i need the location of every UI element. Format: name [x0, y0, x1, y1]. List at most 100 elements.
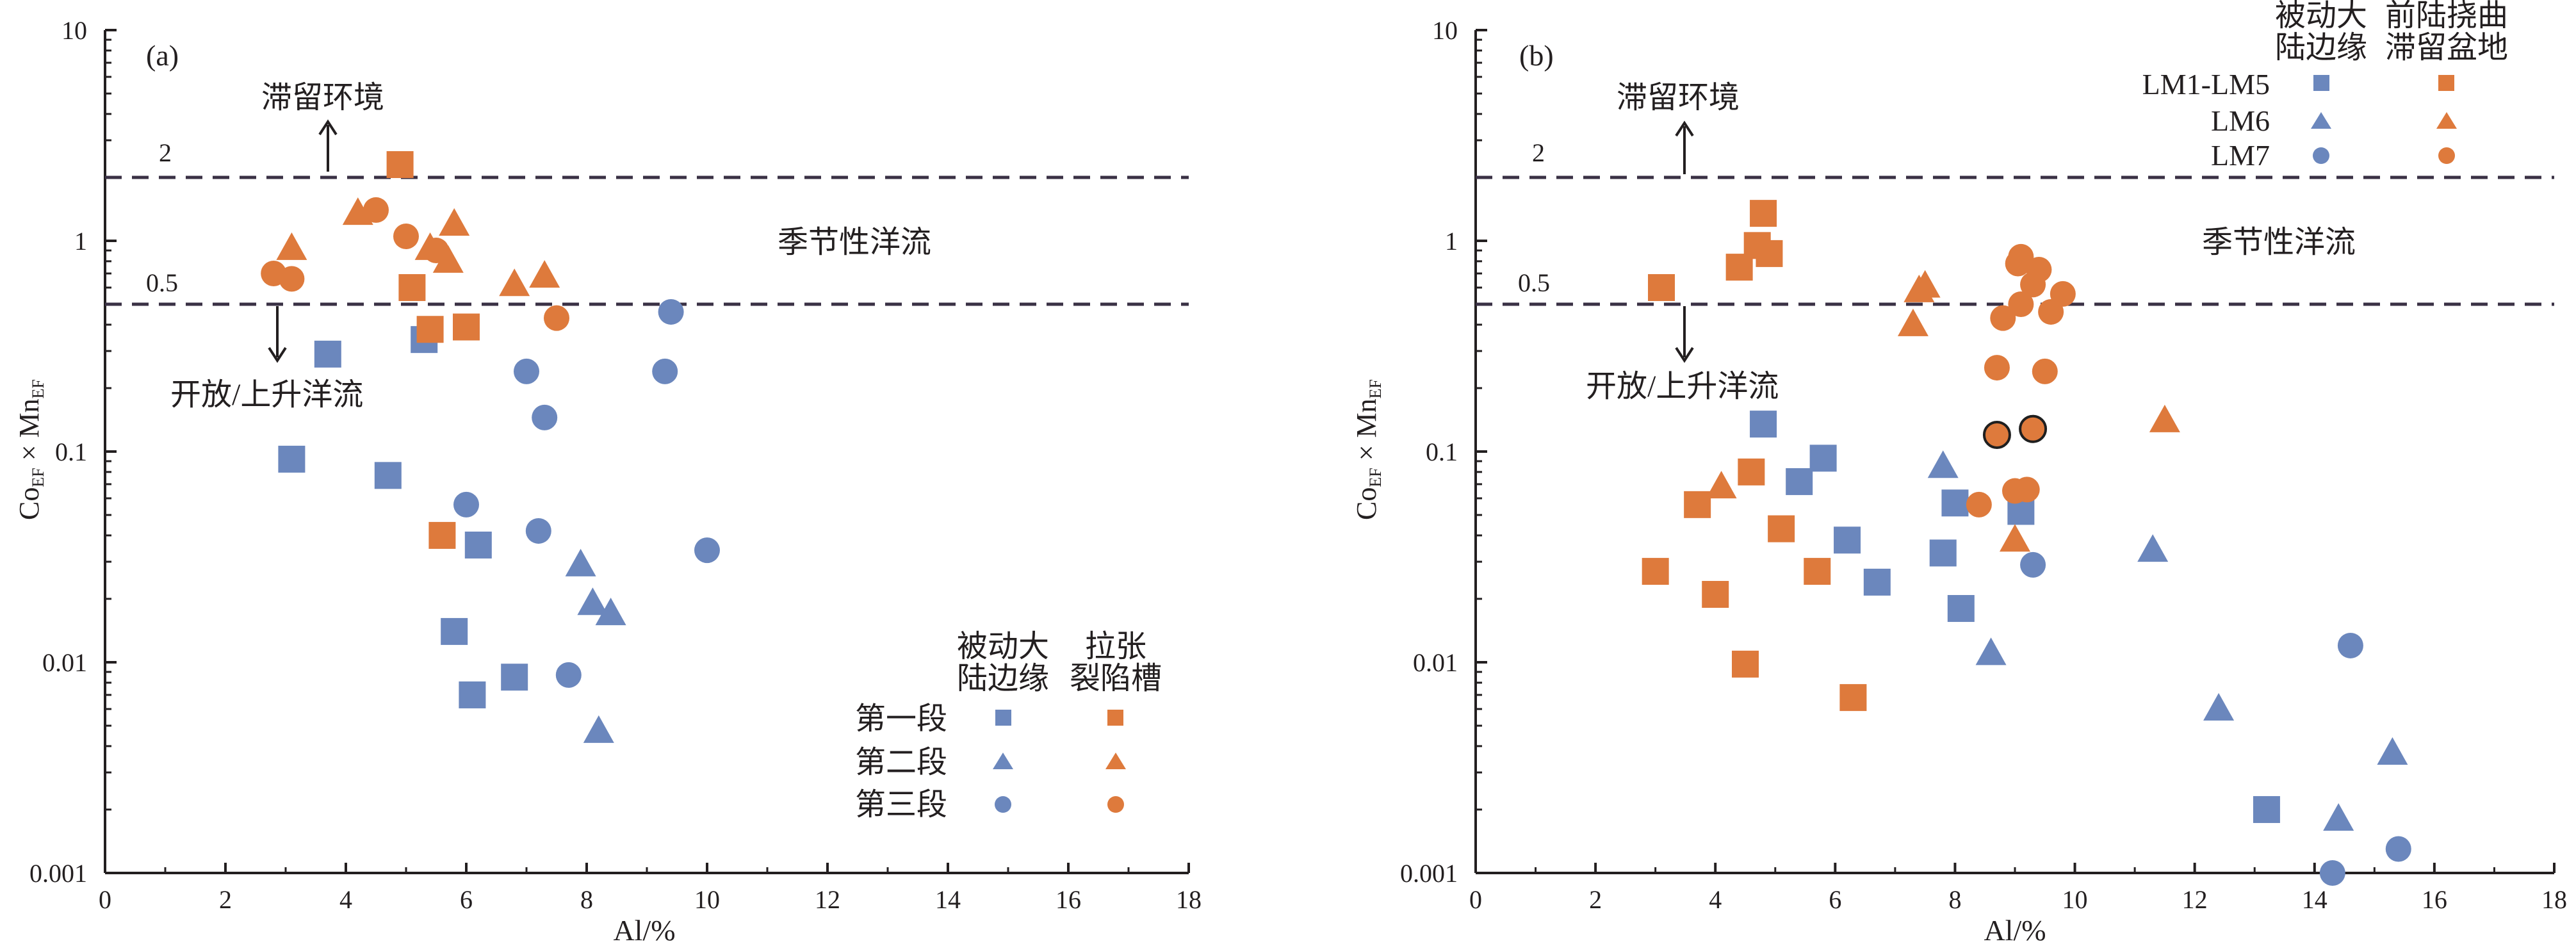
data-point-square — [1768, 515, 1795, 542]
x-tick-label: 12 — [2182, 885, 2208, 914]
arrow-up-head — [1675, 120, 1694, 137]
data-point-circle — [2032, 358, 2058, 384]
y-axis-label: CoEF × MnEF — [13, 379, 47, 520]
data-point-square — [1839, 684, 1867, 712]
legend-passive-square — [995, 710, 1011, 726]
legend-active-circle — [1107, 796, 1124, 813]
data-point-triangle — [577, 587, 608, 616]
data-point-triangle — [2000, 524, 2030, 552]
y-tick-label: 0.01 — [42, 648, 87, 677]
data-point-circle — [2020, 551, 2046, 578]
arrow-down-head — [1675, 347, 1694, 363]
data-point-circle — [2008, 243, 2034, 270]
data-point-circle — [423, 238, 449, 264]
y-tick-label: 0.001 — [29, 859, 87, 888]
y-tick-label: 0.1 — [55, 437, 87, 466]
legend-active-square — [2438, 75, 2454, 91]
data-point-square — [416, 316, 444, 343]
data-point-square — [1738, 458, 1765, 485]
ref-label-0.5: 0.5 — [1518, 268, 1550, 297]
data-point-square — [398, 273, 426, 301]
axis-ticks: 0 2 4 6 8 10 12 14 16 18 0.001 0.01 0.1 1 10 — [29, 16, 1202, 914]
data-point-triangle — [529, 260, 560, 288]
x-tick-label: 10 — [694, 885, 720, 914]
legend-header-active-line1: 前陆挠曲 — [2385, 0, 2508, 33]
x-tick-label: 4 — [1709, 885, 1722, 914]
data-point-square — [459, 681, 486, 708]
y-tick-label: 0.1 — [1426, 437, 1458, 466]
data-point-triangle — [276, 232, 307, 260]
panel-b: 0 2 4 6 8 10 12 14 16 18 0.001 0.01 0.1 1 10 (b) 2 0.5… — [1351, 0, 2567, 946]
legend-passive-triangle — [2311, 112, 2331, 129]
data-point-circle — [2008, 291, 2034, 318]
panel-label: (b) — [1519, 39, 1554, 72]
x-tick-label: 6 — [1829, 885, 1841, 914]
data-point-circle — [2337, 632, 2363, 658]
zone-label-upwelling: 开放/上升洋流 — [170, 378, 363, 412]
data-point-circle — [1990, 305, 2016, 331]
data-point-square — [1732, 650, 1759, 678]
panel-label: (a) — [146, 39, 179, 72]
y-tick-label: 10 — [1432, 16, 1458, 45]
x-tick-label: 14 — [935, 885, 961, 914]
x-tick-label: 8 — [580, 885, 593, 914]
data-point-triangle — [1706, 471, 1737, 499]
y-tick-label: 10 — [61, 16, 87, 45]
data-point-square — [501, 664, 528, 691]
x-tick-label: 4 — [339, 885, 352, 914]
y-tick-label: 0.01 — [1413, 648, 1458, 677]
data-point-circle — [658, 298, 684, 325]
data-point-circle — [2385, 836, 2411, 862]
data-point-square — [1786, 468, 1813, 495]
data-point-triangle — [2203, 692, 2235, 721]
data-point-square — [1863, 568, 1891, 596]
zone-label-retention: 滞留环境 — [1617, 81, 1740, 115]
x-tick-label: 2 — [1589, 885, 1602, 914]
data-point-circle — [652, 358, 678, 384]
data-point-square — [2253, 795, 2280, 823]
data-point-triangle — [583, 715, 614, 743]
legend-passive-circle — [2313, 147, 2329, 164]
x-tick-label: 12 — [815, 885, 840, 914]
data-points — [1642, 200, 2411, 886]
legend-row-1-label: 第一段 — [855, 702, 947, 736]
x-tick-label: 16 — [1056, 885, 1081, 914]
data-point-square — [453, 313, 480, 341]
zone-label-upwelling: 开放/上升洋流 — [1586, 370, 1779, 404]
x-tick-label: 18 — [2541, 885, 2567, 914]
data-point-circle — [2026, 256, 2052, 282]
data-point-circle — [532, 404, 558, 430]
x-tick-label: 18 — [1176, 885, 1202, 914]
legend-header-passive-line2: 陆边缘 — [2275, 31, 2367, 65]
data-point-square — [1750, 411, 1777, 438]
legend: 被动大 陆边缘 前陆挠曲 滞留盆地 LM1-LM5 LM6 LM7 — [2142, 0, 2508, 172]
legend-row-3-label: LM7 — [2211, 139, 2270, 172]
x-tick-label: 14 — [2302, 885, 2327, 914]
data-points — [261, 151, 720, 743]
data-point-triangle — [565, 548, 596, 576]
data-point-square — [1750, 200, 1777, 227]
data-point-square — [374, 462, 402, 489]
data-point-square — [1684, 491, 1711, 518]
arrow-up-head — [318, 119, 338, 136]
y-axis-label: CoEF × MnEF — [1351, 379, 1385, 520]
legend-header-passive-line1: 被动大 — [957, 630, 1049, 664]
data-point-square — [1648, 273, 1675, 301]
data-point-circle — [2319, 860, 2345, 886]
data-point-circle — [1984, 355, 2010, 381]
y-tick-label: 1 — [74, 227, 87, 256]
legend-passive-circle — [995, 796, 1011, 813]
zone-label-seasonal: 季节性洋流 — [778, 225, 931, 259]
legend: 被动大 陆边缘 拉张 裂陷槽 第一段 第二段 第三段 — [855, 630, 1162, 822]
data-point-triangle — [2137, 534, 2169, 562]
data-point-circle — [525, 518, 551, 544]
reference-lines — [105, 175, 1189, 306]
data-point-circle — [514, 358, 539, 384]
data-point-square — [428, 521, 456, 549]
zone-label-retention: 滞留环境 — [261, 81, 384, 115]
data-point-circle — [555, 662, 582, 688]
x-axis-label: Al/% — [1984, 914, 2046, 946]
legend-passive-square — [2313, 75, 2329, 91]
data-point-circle — [694, 537, 720, 564]
data-point-circle — [2019, 414, 2048, 443]
